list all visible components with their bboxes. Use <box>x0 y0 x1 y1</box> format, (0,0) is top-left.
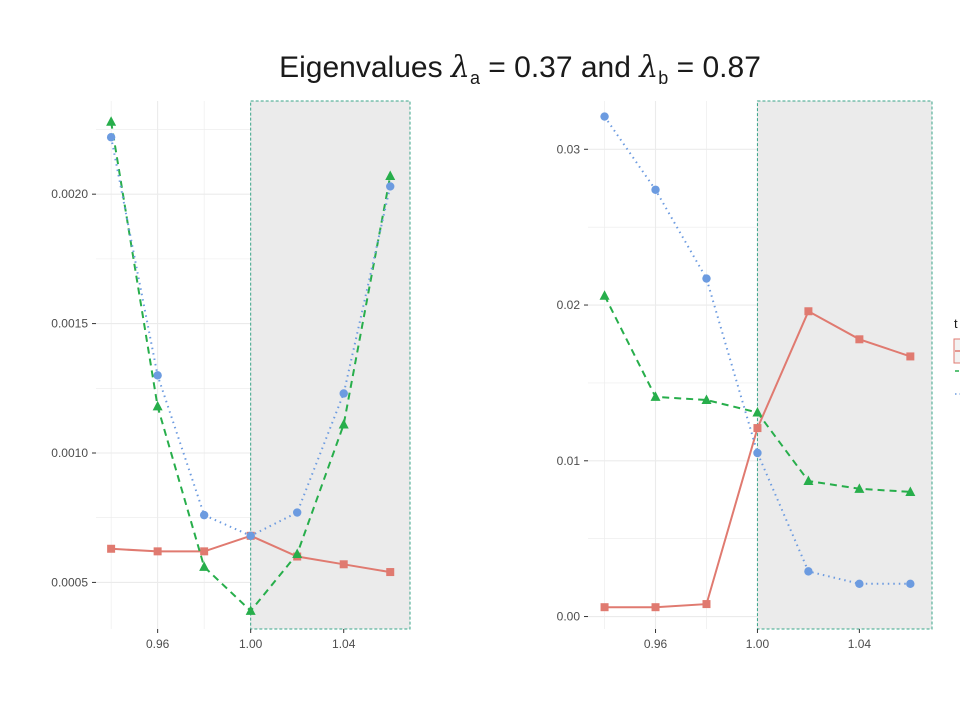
legend-title-fragment: t <box>954 316 958 331</box>
left-x-tick-label: 0.96 <box>146 637 170 651</box>
left-point-green <box>106 116 117 126</box>
left-point-green <box>338 419 349 429</box>
right-point-green <box>599 290 610 300</box>
right-point-green <box>752 407 763 417</box>
right-x-tick-label: 0.96 <box>644 637 668 651</box>
right-point-blue <box>651 185 660 194</box>
right-shaded-region <box>756 100 933 630</box>
right-point-red <box>702 600 711 609</box>
right-point-blue <box>702 274 711 283</box>
left-x-tick-label: 1.00 <box>239 637 263 651</box>
left-point-blue <box>199 510 209 520</box>
right-point-green <box>803 475 814 486</box>
right-point-green <box>701 394 712 405</box>
right-point-green <box>854 483 865 493</box>
page-title: Eigenvalues λa = 0.37 and λb = 0.87 <box>279 50 761 88</box>
left-y-tick-label: 0.0020 <box>51 187 88 201</box>
left-point-green <box>152 400 163 411</box>
left-shaded-region <box>250 100 411 630</box>
right-point-red <box>600 603 609 612</box>
right-x-tick-label: 1.04 <box>848 637 872 651</box>
right-y-tick-label: 0.00 <box>557 610 581 624</box>
right-point-blue <box>753 448 762 458</box>
right-panel: 0.96 1.00 1.04 0.00 0.01 0.02 0.03 <box>557 100 933 651</box>
right-point-red <box>804 307 813 316</box>
left-point-blue <box>153 371 162 380</box>
left-point-blue <box>106 133 116 142</box>
right-point-blue <box>855 579 864 589</box>
right-point-red <box>855 335 864 344</box>
right-point-red <box>753 424 762 433</box>
right-point-blue <box>804 567 813 576</box>
left-point-green <box>385 170 396 181</box>
left-point-red <box>386 568 395 577</box>
right-y-tick-label: 0.03 <box>557 142 581 156</box>
right-y-tick-label: 0.01 <box>557 454 581 468</box>
left-point-blue <box>339 389 348 398</box>
left-point-red <box>107 544 116 553</box>
left-y-tick-label: 0.0005 <box>51 575 88 589</box>
right-point-blue <box>906 579 915 589</box>
right-x-tick-label: 1.00 <box>746 637 770 651</box>
right-point-green <box>905 486 916 496</box>
right-point-blue <box>600 112 609 121</box>
left-point-green <box>292 548 303 558</box>
right-point-green <box>650 391 661 401</box>
left-y-tick-label: 0.0010 <box>51 446 88 460</box>
legend-fragment: t <box>953 316 960 395</box>
left-y-tick-label: 0.0015 <box>51 317 88 331</box>
right-point-red <box>651 603 660 612</box>
left-panel: 0.96 1.00 1.04 0.0005 0.0010 0.0015 0.0020 <box>51 100 411 651</box>
left-point-green <box>245 605 256 615</box>
left-point-red <box>339 560 348 569</box>
left-point-blue <box>386 182 395 191</box>
left-point-blue <box>246 531 255 541</box>
left-point-blue <box>292 508 302 517</box>
right-point-red <box>906 352 915 361</box>
right-y-tick-label: 0.02 <box>557 298 581 312</box>
left-x-tick-label: 1.04 <box>332 637 356 651</box>
left-point-green <box>199 561 210 571</box>
left-point-red <box>200 547 209 556</box>
left-point-red <box>153 547 162 556</box>
